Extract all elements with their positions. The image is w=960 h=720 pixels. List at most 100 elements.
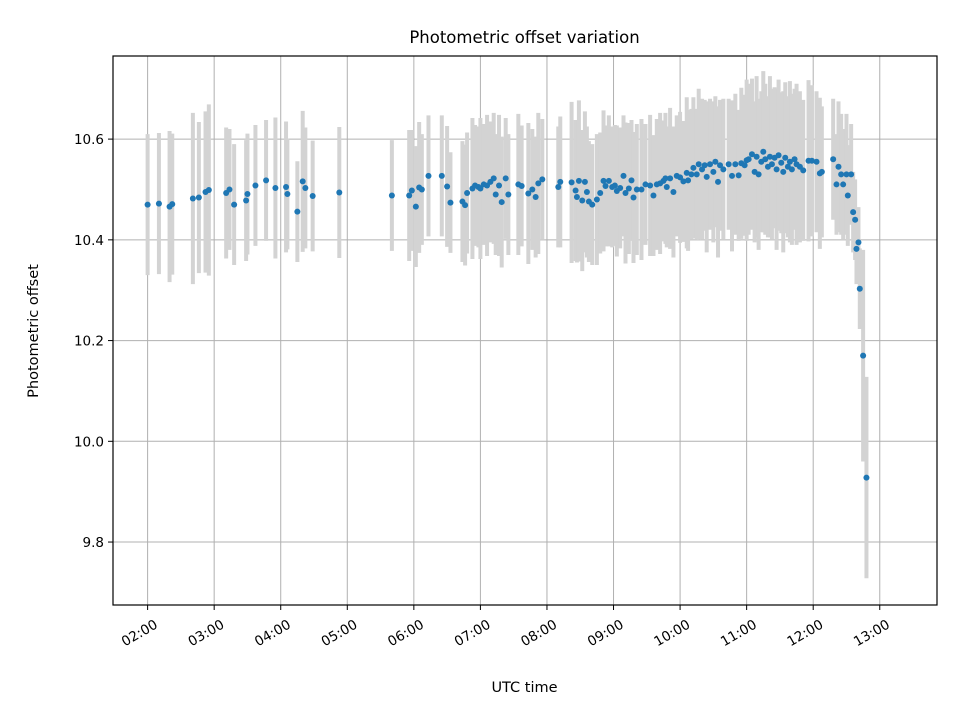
data-point [642, 181, 649, 188]
data-point [418, 186, 425, 193]
data-point [766, 153, 773, 160]
data-point [490, 175, 497, 182]
data-point [529, 186, 536, 193]
y-tick-label: 10.4 [74, 233, 104, 249]
data-point [786, 158, 793, 165]
data-point [272, 184, 279, 191]
data-point [633, 186, 640, 193]
data-point [768, 161, 775, 168]
data-point [677, 174, 684, 181]
data-point [843, 171, 850, 178]
data-point [581, 178, 588, 185]
data-point [283, 183, 290, 190]
data-point [853, 245, 860, 252]
data-points [144, 148, 870, 481]
data-point [780, 168, 787, 175]
data-point [760, 148, 767, 155]
data-point [263, 177, 270, 184]
data-point [650, 192, 657, 199]
data-point [294, 208, 301, 215]
data-point [412, 203, 419, 210]
plot-area-frame [112, 55, 938, 606]
x-axis-label: UTC time [491, 680, 557, 696]
data-point [555, 183, 562, 190]
data-point [710, 168, 717, 175]
data-point [773, 166, 780, 173]
data-point [144, 201, 151, 208]
data-point [693, 171, 700, 178]
data-point [573, 194, 580, 201]
data-point [808, 157, 815, 164]
data-point [226, 186, 233, 193]
x-tick-label: 13:00 [851, 617, 893, 650]
y-tick-label: 10.6 [74, 132, 104, 148]
data-point [860, 352, 867, 359]
data-point [309, 193, 316, 200]
data-point [502, 175, 509, 182]
data-point [539, 176, 546, 183]
data-point [593, 196, 600, 203]
data-point [496, 182, 503, 189]
data-point [712, 158, 719, 165]
data-point [788, 166, 795, 173]
data-point [477, 185, 484, 192]
y-tick-label: 9.8 [83, 535, 104, 551]
data-point [715, 178, 722, 185]
data-point [703, 173, 710, 180]
data-point [778, 159, 785, 166]
data-point [189, 195, 196, 202]
data-point [336, 189, 343, 196]
data-point [155, 200, 162, 207]
data-point [856, 285, 863, 292]
data-point [388, 192, 395, 199]
y-tick-label: 10.2 [74, 334, 104, 350]
data-point [447, 199, 454, 206]
data-point [800, 167, 807, 174]
data-point [638, 186, 645, 193]
data-point [850, 209, 857, 216]
data-point [252, 182, 259, 189]
x-tick-label: 04:00 [252, 617, 294, 650]
data-point [498, 199, 505, 206]
data-point [732, 161, 739, 168]
data-point [611, 182, 618, 189]
data-point [680, 178, 687, 185]
data-point [725, 161, 732, 168]
data-point [782, 154, 789, 161]
data-point [575, 177, 582, 184]
data-point [535, 180, 542, 187]
error-bars [145, 71, 869, 579]
data-point [572, 187, 579, 194]
data-point [597, 189, 604, 196]
data-point [579, 197, 586, 204]
data-point [589, 201, 596, 208]
data-point [833, 181, 840, 188]
data-point [628, 177, 635, 184]
data-point [600, 177, 607, 184]
data-point [840, 181, 847, 188]
data-point [583, 188, 590, 195]
data-point [670, 188, 677, 195]
data-point [762, 156, 769, 163]
data-point [683, 169, 690, 176]
data-point [525, 190, 532, 197]
data-point [667, 175, 674, 182]
data-point [169, 201, 176, 208]
data-point [835, 163, 842, 170]
data-point [408, 187, 415, 194]
data-point [662, 175, 669, 182]
data-point [690, 164, 697, 171]
data-point [852, 216, 859, 223]
data-point [838, 171, 845, 178]
y-tick-label: 10.0 [74, 434, 104, 450]
data-point [791, 156, 798, 163]
data-point [625, 185, 632, 192]
y-axis-ticks: 9.8 10.0 10.2 10.4 10.6 [74, 132, 113, 551]
data-point [630, 194, 637, 201]
x-tick-label: 11:00 [718, 617, 760, 650]
data-point [647, 182, 654, 189]
data-point [855, 239, 862, 246]
x-tick-label: 12:00 [785, 617, 827, 650]
data-point [728, 172, 735, 179]
x-tick-label: 10:00 [651, 617, 693, 650]
